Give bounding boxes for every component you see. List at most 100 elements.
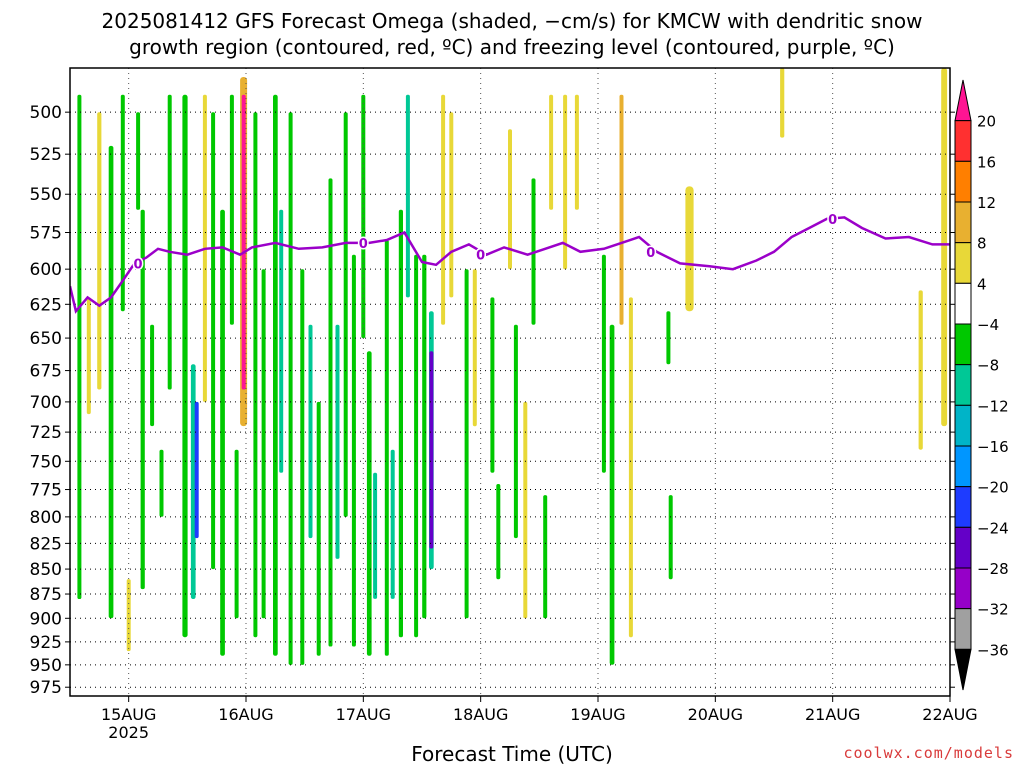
omega-blob <box>563 94 568 270</box>
colorbar-segment <box>954 323 972 366</box>
omega-blob <box>97 112 102 390</box>
omega-blob <box>229 94 234 325</box>
omega-blob <box>140 209 145 590</box>
x-tick-label: 20AUG <box>688 705 743 724</box>
axes: 500 525 550 575 600 625 650 675 700 725 750 775 800 8… <box>30 67 978 742</box>
plot-area: 0 0 0 0 0 <box>70 68 950 696</box>
omega-blob <box>182 94 188 638</box>
omega-blob <box>513 324 518 539</box>
y-tick-label: 900 <box>30 609 62 629</box>
colorbar-label: 8 <box>977 235 987 253</box>
omega-blob <box>628 297 633 638</box>
plot-frame <box>69 67 951 697</box>
omega-blob <box>668 495 673 580</box>
omega-blob <box>159 449 164 517</box>
colorbar-segment <box>954 486 972 528</box>
y-tick-label: 650 <box>30 329 62 349</box>
omega-blob <box>136 112 141 210</box>
omega-blob <box>316 401 321 656</box>
credit-text: coolwx.com/models <box>843 744 1014 762</box>
y-tick-label: 750 <box>30 452 62 472</box>
colorbar: 20 16 12 8 4 −4 −8 −12 −16 −20 −24 −28 −32 −36 <box>954 79 1009 691</box>
omega-blob <box>496 484 501 580</box>
omega-blob <box>384 240 389 656</box>
x-tick-sublabel: 2025 <box>108 723 149 742</box>
omega-blob <box>609 324 615 665</box>
omega-blob <box>328 178 333 647</box>
chart-title: 2025081412 GFS Forecast Omega (shaded, −… <box>0 8 1024 60</box>
colorbar-segment <box>954 201 972 244</box>
omega-blob <box>472 269 477 427</box>
omega-blob <box>288 112 293 665</box>
omega-blob <box>126 579 131 652</box>
omega-blob <box>241 94 246 390</box>
omega-blob <box>464 269 469 619</box>
colorbar-label: −4 <box>977 316 999 334</box>
omega-blob <box>211 112 216 570</box>
colorbar-segment <box>954 364 972 406</box>
y-tick-label: 700 <box>30 393 62 413</box>
y-tick-label: 575 <box>30 224 62 244</box>
x-tick-label: 17AUG <box>336 705 391 724</box>
colorbar-label: 20 <box>977 113 996 131</box>
omega-blob <box>220 209 225 656</box>
omega-blob <box>300 269 305 665</box>
omega-blob <box>490 297 495 473</box>
omega-blob <box>343 112 348 517</box>
colorbar-label: −32 <box>977 601 1009 619</box>
title-line-2: growth region (contoured, red, ºC) and f… <box>129 35 895 59</box>
colorbar-segment <box>954 567 972 610</box>
colorbar-segment <box>954 608 972 650</box>
y-tick-label: 600 <box>30 260 62 280</box>
omega-blob <box>405 94 410 298</box>
freezing-level-label: 0 <box>134 257 143 272</box>
shaded-field: 0 0 0 0 0 <box>70 68 950 696</box>
y-tick-label: 500 <box>30 103 62 123</box>
y-tick-label: 675 <box>30 362 62 382</box>
x-tick-label: 22AUG <box>922 705 977 724</box>
freezing-level-label: 0 <box>359 237 368 252</box>
omega-blob <box>273 94 278 656</box>
omega-blob <box>366 351 372 656</box>
colorbar-label: −8 <box>977 357 999 375</box>
y-tick-label: 725 <box>30 423 62 443</box>
omega-blob <box>422 254 427 619</box>
omega-blob <box>780 68 785 138</box>
omega-blob <box>120 94 125 312</box>
colorbar-top-arrow <box>954 79 972 122</box>
omega-blob <box>543 495 548 619</box>
omega-blob <box>279 209 284 473</box>
x-axis-label: Forecast Time (UTC) <box>411 742 613 766</box>
omega-blob <box>77 94 82 600</box>
omega-blob <box>574 94 579 210</box>
omega-blob <box>261 269 266 619</box>
y-tick-label: 925 <box>30 633 62 653</box>
x-tick-label: 21AUG <box>805 705 860 724</box>
omega-blob <box>234 449 239 619</box>
omega-blob <box>666 311 671 365</box>
y-tick-label: 950 <box>30 656 62 676</box>
colorbar-segment <box>954 242 972 284</box>
omega-blob <box>361 94 366 339</box>
title-line-1: 2025081412 GFS Forecast Omega (shaded, −… <box>101 9 923 33</box>
y-tick-label: 850 <box>30 560 62 580</box>
omega-blob <box>86 297 91 415</box>
omega-blob <box>601 254 606 473</box>
omega-blob <box>190 364 196 599</box>
colorbar-label: 4 <box>977 275 987 293</box>
colorbar-label: −24 <box>977 519 1009 537</box>
omega-blob <box>414 254 419 638</box>
omega-blob <box>619 94 624 325</box>
colorbar-bottom-arrow <box>954 648 972 691</box>
colorbar-segment <box>954 445 972 488</box>
omega-blob <box>308 324 313 539</box>
colorbar-segment <box>954 526 972 569</box>
x-tick-label: 18AUG <box>453 705 508 724</box>
omega-blob <box>167 94 172 390</box>
colorbar-segment <box>954 404 972 447</box>
x-tick-label: 16AUG <box>218 705 273 724</box>
omega-blob <box>351 254 356 647</box>
colorbar-segment <box>954 282 972 325</box>
x-tick-label: 15AUG <box>101 705 156 724</box>
